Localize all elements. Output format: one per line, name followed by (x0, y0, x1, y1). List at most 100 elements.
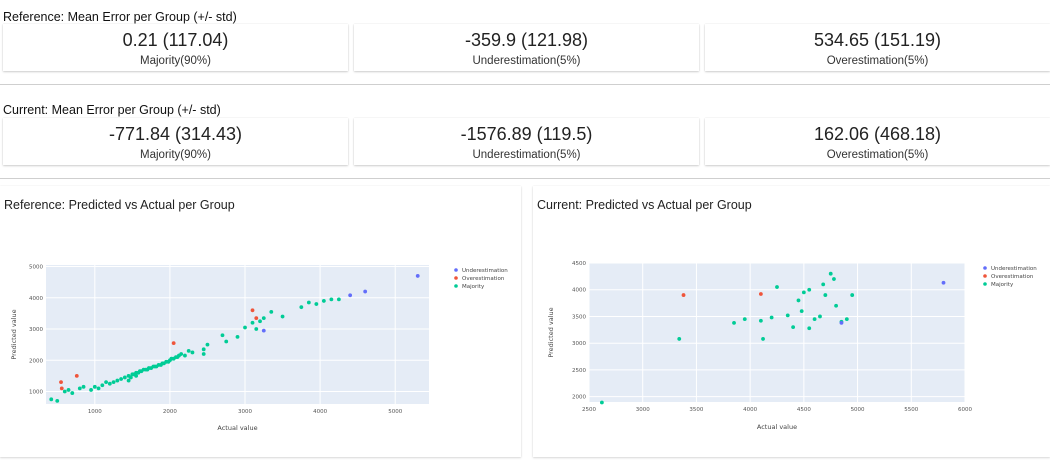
data-point-majority (224, 339, 229, 344)
y-tick-label: 5000 (29, 265, 43, 271)
data-point-underestimation (941, 280, 946, 285)
data-point-overestimation (74, 373, 79, 378)
data-point-majority (844, 317, 849, 322)
data-point-majority (850, 293, 855, 297)
x-axis-label: Actual value (757, 423, 797, 431)
plot-area (46, 265, 429, 404)
data-point-majority (306, 300, 311, 305)
data-point-majority (258, 319, 262, 324)
data-point-majority (55, 398, 60, 403)
data-point-majority (162, 361, 166, 366)
legend-label: Majority (462, 284, 485, 290)
card-value: 534.65 (151.19) (813, 30, 942, 50)
data-point-majority (104, 380, 108, 385)
data-point-majority (799, 309, 804, 314)
data-point-majority (186, 348, 191, 353)
data-point-majority (115, 378, 120, 383)
card-label: Underestimation(5%) (472, 55, 581, 67)
data-point-majority (96, 386, 101, 391)
data-point-majority (122, 375, 127, 380)
y-tick-label: 4000 (572, 288, 586, 294)
current-section-title: Current: Mean Error per Group (+/- std) (3, 103, 221, 117)
data-point-majority (785, 313, 790, 318)
chart-title: Current: Predicted vs Actual per Group (537, 198, 752, 212)
y-tick-label: 3000 (572, 341, 586, 347)
reference-card-majority: 0.21 (117.04) Majority(90%) (3, 24, 348, 71)
legend-marker (454, 284, 458, 288)
data-point-majority (139, 369, 144, 374)
y-axis-label: Predicted value (547, 307, 555, 357)
data-point-majority (314, 302, 319, 306)
x-tick-label: 2500 (582, 407, 596, 413)
y-tick-label: 1000 (29, 390, 43, 396)
data-point-majority (801, 290, 806, 295)
data-point-majority (100, 383, 105, 388)
data-point-majority (321, 299, 326, 303)
data-point-majority (134, 373, 139, 378)
legend-label: Underestimation (991, 266, 1037, 272)
data-point-underestimation (348, 293, 353, 298)
legend-label: Overestimation (991, 274, 1034, 280)
data-point-majority (166, 359, 171, 364)
section-divider (0, 84, 1050, 85)
legend-marker (983, 266, 987, 270)
data-point-majority (250, 320, 255, 325)
data-point-majority (151, 364, 156, 369)
data-point-majority (775, 285, 779, 289)
y-tick-label: 3000 (29, 327, 43, 333)
legend-marker (983, 274, 987, 278)
legend-label: Overestimation (462, 276, 505, 282)
card-value: 162.06 (468.18) (813, 124, 942, 144)
data-point-majority (107, 381, 112, 386)
y-tick-label: 4500 (572, 261, 586, 267)
data-point-majority (269, 309, 274, 314)
legend-marker (454, 268, 458, 272)
reference-section-title: Reference: Mean Error per Group (+/- std… (3, 10, 237, 24)
card-label: Overestimation(5%) (826, 55, 929, 67)
data-point-underestimation (839, 320, 844, 325)
data-point-majority (62, 389, 67, 394)
reference-card-overestimation: 534.65 (151.19) Overestimation(5%) (705, 24, 1050, 71)
data-point-majority (832, 277, 836, 281)
card-label: Majority(90%) (140, 55, 211, 67)
data-point-majority (89, 388, 93, 392)
data-point-majority (49, 397, 54, 402)
legend-label: Majority (991, 282, 1014, 288)
data-point-majority (128, 375, 133, 380)
x-axis-label: Actual value (217, 424, 257, 432)
data-point-majority (299, 305, 304, 310)
data-point-overestimation (171, 341, 176, 345)
data-point-overestimation (254, 316, 259, 321)
data-point-majority (92, 384, 97, 389)
data-point-majority (254, 327, 259, 331)
data-point-majority (183, 353, 187, 358)
card-label: Majority(90%) (140, 149, 211, 161)
data-point-overestimation (758, 292, 763, 296)
data-point-majority (807, 287, 812, 292)
data-point-majority (280, 314, 285, 319)
data-point-majority (201, 352, 206, 356)
data-point-underestimation (415, 274, 420, 278)
data-point-majority (154, 364, 159, 369)
data-point-underestimation (261, 328, 266, 333)
y-tick-label: 4000 (29, 296, 43, 302)
x-tick-label: 5500 (904, 407, 918, 413)
x-tick-label: 5000 (851, 407, 865, 413)
data-point-majority (821, 282, 826, 287)
reference-scatter-chart[interactable]: 1000 2000 3000 4000 5000 1000 2000 3000 4000 5000… (0, 186, 521, 457)
data-point-majority (174, 355, 178, 360)
card-value: -1576.89 (119.5) (460, 124, 593, 144)
x-tick-label: 2000 (163, 409, 177, 415)
current-card-majority: -771.84 (314.43) Majority(90%) (3, 118, 348, 165)
legend-marker (454, 276, 458, 280)
data-point-majority (243, 325, 247, 330)
data-point-majority (190, 350, 195, 355)
data-point-majority (159, 363, 163, 367)
x-tick-label: 3000 (636, 407, 650, 413)
data-point-majority (677, 337, 682, 341)
y-tick-label: 2000 (572, 395, 586, 401)
x-tick-label: 1000 (88, 409, 102, 415)
y-tick-label: 2000 (29, 358, 43, 364)
x-tick-label: 4500 (797, 407, 811, 413)
current-scatter-chart[interactable]: 2500 3000 3500 4000 4500 5000 5500 6000 2000 2500… (533, 186, 1050, 457)
